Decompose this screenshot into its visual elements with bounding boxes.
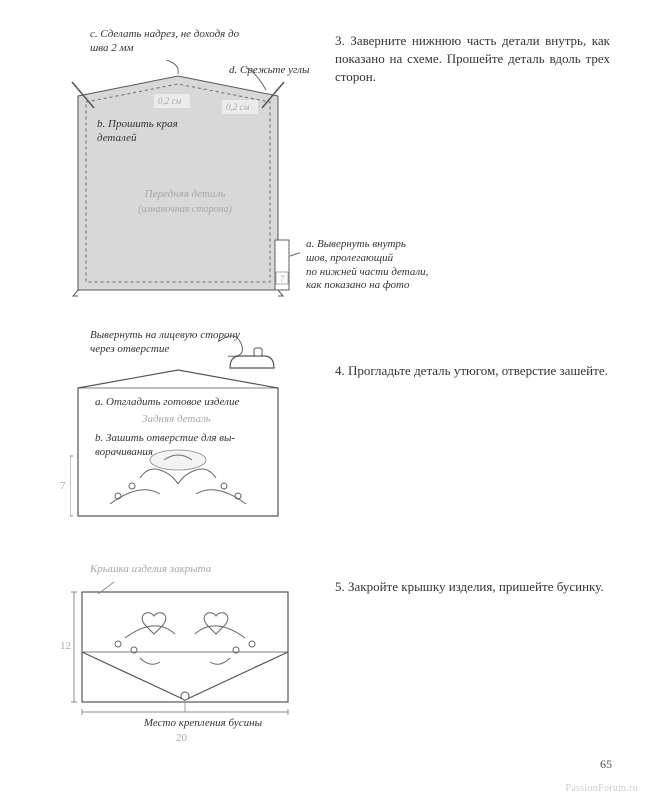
d3-height: 12 xyxy=(60,640,71,654)
d1-seam-left: 0,2 см xyxy=(158,96,181,106)
d1-center-bottom: (изнаночная сторона) xyxy=(125,204,245,215)
d2-back-piece: Задняя деталь xyxy=(142,413,211,427)
watermark: PassionForum.ru xyxy=(565,783,638,794)
d3-width: 20 xyxy=(176,732,187,746)
d2-height: 7 xyxy=(60,480,66,494)
d1-a2: шов, пролегающий xyxy=(306,252,393,264)
step-3: 3. Заверните нижнюю часть детали внутрь,… xyxy=(335,32,610,87)
d1-center-top: Передняя деталь xyxy=(130,188,240,200)
page: c. Сделать надрез, не доходя до шва 2 мм… xyxy=(0,0,646,800)
d2-label-a: a. Отгладить готовое изделие xyxy=(95,396,295,410)
diagram1-svg xyxy=(70,60,300,305)
page-number: 65 xyxy=(600,757,612,772)
step-4: 4. Прогладьте деталь утюгом, отверстие з… xyxy=(335,362,610,380)
d1-a4: как показано на фото xyxy=(306,279,409,291)
d1-seam-right: 0,2 см xyxy=(226,102,249,112)
d2-label-b: b. Зашить отверстие для вы- ворачивания xyxy=(95,432,285,460)
diagram3-svg xyxy=(70,580,310,740)
d1-a1: a. Вывернуть внутрь xyxy=(306,238,406,250)
d3-bead-place: Место крепления бусины xyxy=(128,717,278,731)
d3-lid-closed: Крышка изделия закрыта xyxy=(90,563,211,577)
d1-label-a: a. Вывернуть внутрь шов, пролегающий по … xyxy=(306,238,466,293)
d1-corner-badge: 7 xyxy=(280,274,285,284)
d1-label-b: b. Прошить края деталей xyxy=(97,118,217,146)
d1-a3: по нижней части детали, xyxy=(306,266,428,278)
step-5: 5. Закройте крышку изделия, пришейте бус… xyxy=(335,578,610,596)
d1-label-c: c. Сделать надрез, не доходя до шва 2 мм xyxy=(90,28,250,56)
